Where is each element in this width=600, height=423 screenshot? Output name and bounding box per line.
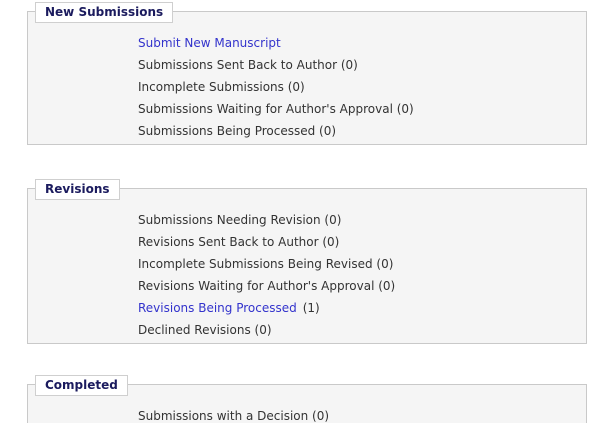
completed-list: Submissions with a Decision (0) — [28, 385, 586, 423]
completed-legend: Completed — [35, 375, 128, 396]
submissions-waiting-approval-item: Submissions Waiting for Author's Approva… — [138, 102, 414, 116]
list-item: Revisions Being Processed (1) — [138, 297, 586, 319]
incomplete-submissions-revised-item: Incomplete Submissions Being Revised (0) — [138, 257, 394, 271]
new-submissions-list: Submit New Manuscript Submissions Sent B… — [28, 12, 586, 144]
submissions-needing-revision-item: Submissions Needing Revision (0) — [138, 213, 342, 227]
list-item: Submit New Manuscript — [138, 32, 586, 54]
revisions-panel: Revisions Submissions Needing Revision (… — [27, 179, 587, 344]
submit-new-manuscript-link[interactable]: Submit New Manuscript — [138, 36, 281, 50]
declined-revisions-item: Declined Revisions (0) — [138, 323, 272, 337]
revisions-list: Submissions Needing Revision (0) Revisio… — [28, 189, 586, 343]
revisions-legend: Revisions — [35, 179, 120, 200]
new-submissions-panel: New Submissions Submit New Manuscript Su… — [27, 2, 587, 145]
revisions-being-processed-link[interactable]: Revisions Being Processed — [138, 301, 297, 315]
revisions-waiting-approval-item: Revisions Waiting for Author's Approval … — [138, 279, 396, 293]
revisions-sent-back-item: Revisions Sent Back to Author (0) — [138, 235, 340, 249]
submissions-being-processed-item: Submissions Being Processed (0) — [138, 124, 337, 138]
incomplete-submissions-item: Incomplete Submissions (0) — [138, 80, 305, 94]
completed-panel: Completed Submissions with a Decision (0… — [27, 375, 587, 423]
submissions-sent-back-item: Submissions Sent Back to Author (0) — [138, 58, 358, 72]
submissions-with-decision-item: Submissions with a Decision (0) — [138, 409, 330, 423]
revisions-being-processed-count: (1) — [302, 301, 320, 315]
new-submissions-legend: New Submissions — [35, 2, 174, 23]
